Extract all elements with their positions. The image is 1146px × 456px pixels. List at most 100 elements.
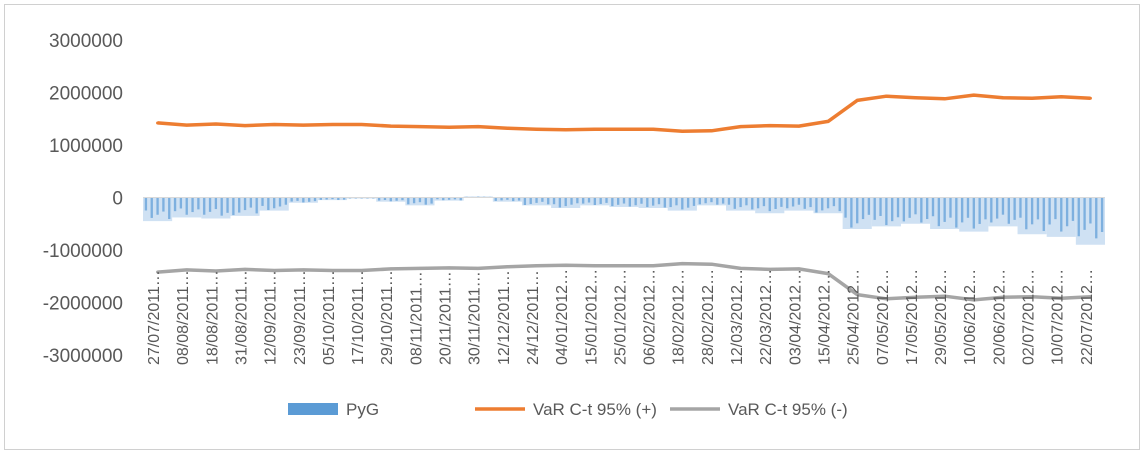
- pyg-bars: [143, 196, 1105, 245]
- y-tick-label: -1000000: [43, 241, 123, 262]
- pyg-bar-stripe: [208, 197, 212, 212]
- pyg-bar-stripe: [342, 197, 346, 200]
- pyg-bar-stripe: [826, 197, 830, 209]
- series-point: [768, 267, 772, 271]
- x-tick-label: 10/07/2012…: [1050, 269, 1067, 365]
- pyg-bar-stripe: [587, 197, 591, 203]
- pyg-bar-stripe: [570, 197, 573, 205]
- series-point: [855, 98, 859, 102]
- x-tick-label: 10/06/2012…: [962, 269, 979, 365]
- series-point: [1088, 295, 1092, 299]
- pyg-bar-stripe: [669, 197, 672, 208]
- series-point: [972, 298, 976, 302]
- pyg-bar-stripe: [885, 197, 888, 226]
- series-point: [972, 93, 976, 97]
- y-tick-label: 2000000: [49, 84, 123, 105]
- pyg-bar-stripe: [173, 197, 177, 212]
- x-axis: 27/07/2011… 08/08/2011… 18/08/2011… 31/08/2…: [146, 269, 1096, 365]
- pyg-bar-stripe: [214, 197, 218, 210]
- series-point: [709, 129, 713, 133]
- pyg-bar-stripe: [821, 197, 824, 211]
- x-tick-label: 02/07/2012…: [1021, 269, 1038, 365]
- pyg-bar-stripe: [249, 197, 253, 208]
- x-tick-label: 22/07/2012…: [1079, 269, 1096, 365]
- x-tick-label: 31/08/2011…: [233, 270, 250, 365]
- pyg-bar-stripe: [442, 197, 445, 201]
- series-point: [214, 269, 218, 273]
- pyg-bar-stripe: [203, 197, 206, 215]
- series-point: [447, 266, 451, 270]
- series-point: [593, 264, 597, 268]
- pyg-bar-stripe: [436, 197, 439, 200]
- series-point: [535, 127, 539, 131]
- y-tick-label: 1000000: [49, 136, 123, 157]
- pyg-bar-stripe: [162, 197, 165, 212]
- pyg-bar-stripe: [418, 197, 422, 203]
- x-tick-label: 06/02/2012…: [642, 269, 659, 365]
- pyg-bar-stripe: [313, 197, 317, 202]
- x-tick-label: 24/12/2011…: [525, 270, 542, 365]
- pyg-bar-stripe: [733, 197, 736, 209]
- pyg-bar-stripe: [238, 197, 241, 213]
- pyg-bar-stripe: [552, 197, 556, 205]
- pyg-bar-stripe: [628, 197, 631, 207]
- pyg-bar-stripe: [1001, 197, 1005, 215]
- series-point: [272, 123, 276, 127]
- pyg-bar-stripe: [797, 197, 801, 205]
- x-tick-label: 27/07/2011…: [146, 270, 163, 365]
- pyg-bar-stripe: [972, 197, 975, 229]
- x-tick-label: 30/11/2011…: [467, 271, 484, 365]
- pyg-bar-stripe: [307, 197, 311, 202]
- pyg-bar-stripe: [675, 197, 678, 206]
- pyg-bar-stripe: [698, 197, 701, 205]
- pyg-bar-stripe: [867, 197, 871, 215]
- pyg-bar-stripe: [611, 197, 614, 207]
- series-point: [360, 123, 364, 127]
- x-tick-label: 18/08/2011…: [204, 270, 221, 365]
- series-point: [272, 268, 276, 272]
- pyg-bar-stripe: [517, 197, 521, 201]
- x-tick-label: 20/11/2011…: [438, 271, 455, 365]
- series-point: [884, 94, 888, 98]
- pyg-bar-stripe: [622, 197, 626, 204]
- pyg-bar-stripe: [926, 197, 929, 220]
- pyg-bar-stripe: [500, 197, 503, 201]
- pyg-bar-stripe: [185, 197, 188, 215]
- pyg-bar-stripe: [593, 197, 597, 206]
- pyg-bar-stripe: [990, 197, 993, 223]
- pyg-bar-stripe: [191, 197, 194, 213]
- x-tick-label: 07/05/2012…: [875, 269, 892, 365]
- pyg-bar-stripe: [908, 197, 911, 218]
- pyg-bar-stripe: [850, 197, 853, 228]
- pyg-bar-stripe: [780, 197, 783, 207]
- series-point: [768, 124, 772, 128]
- x-tick-label: 12/03/2012…: [729, 269, 746, 365]
- pyg-bar-stripe: [395, 197, 398, 201]
- pyg-bar-stripe: [1083, 197, 1086, 230]
- series-point: [680, 129, 684, 133]
- pyg-bar-stripe: [547, 197, 550, 205]
- pyg-bar-stripe: [558, 197, 562, 208]
- x-tick-label: 25/04/2012…: [846, 269, 863, 365]
- var-lines: [156, 93, 1092, 302]
- x-tick-label: 17/10/2011…: [350, 270, 367, 365]
- series-point: [797, 267, 801, 271]
- x-tick-label: 12/12/2011…: [496, 270, 513, 365]
- pyg-bar-stripe: [931, 197, 935, 217]
- series-point: [185, 268, 189, 272]
- series-point: [214, 122, 218, 126]
- pyg-bar-stripe: [751, 197, 754, 210]
- series-point: [680, 262, 684, 266]
- series-point: [243, 124, 247, 128]
- pyg-bar-stripe: [896, 197, 900, 218]
- pyg-bar-stripe: [1036, 197, 1040, 220]
- pyg-bar-stripe: [762, 197, 766, 207]
- pyg-bar-stripe: [716, 197, 719, 205]
- x-tick-label: 08/11/2011…: [408, 271, 425, 365]
- pyg-bar-stripe: [704, 197, 707, 204]
- series-point: [855, 293, 859, 297]
- pyg-bar-stripe: [844, 197, 847, 218]
- x-tick-label: 25/01/2012…: [612, 269, 629, 365]
- series-point: [1001, 295, 1005, 299]
- series-point: [505, 265, 509, 269]
